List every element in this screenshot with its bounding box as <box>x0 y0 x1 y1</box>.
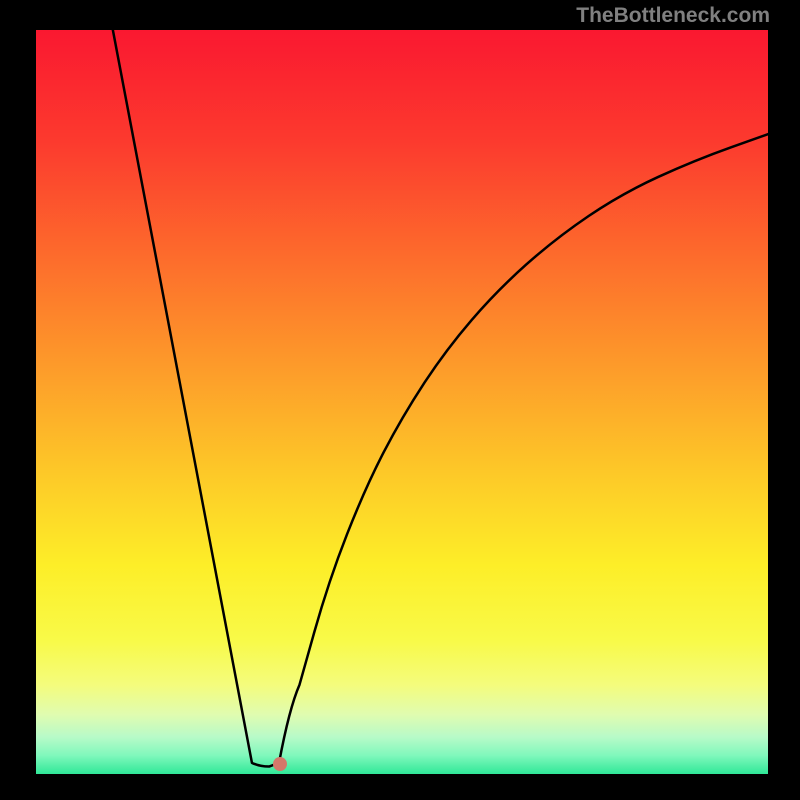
watermark-text: TheBottleneck.com <box>576 4 770 28</box>
plot-area <box>36 30 768 774</box>
optimal-point-marker <box>273 757 287 771</box>
chart-container: TheBottleneck.com <box>0 0 800 800</box>
bottleneck-curve <box>36 30 768 774</box>
